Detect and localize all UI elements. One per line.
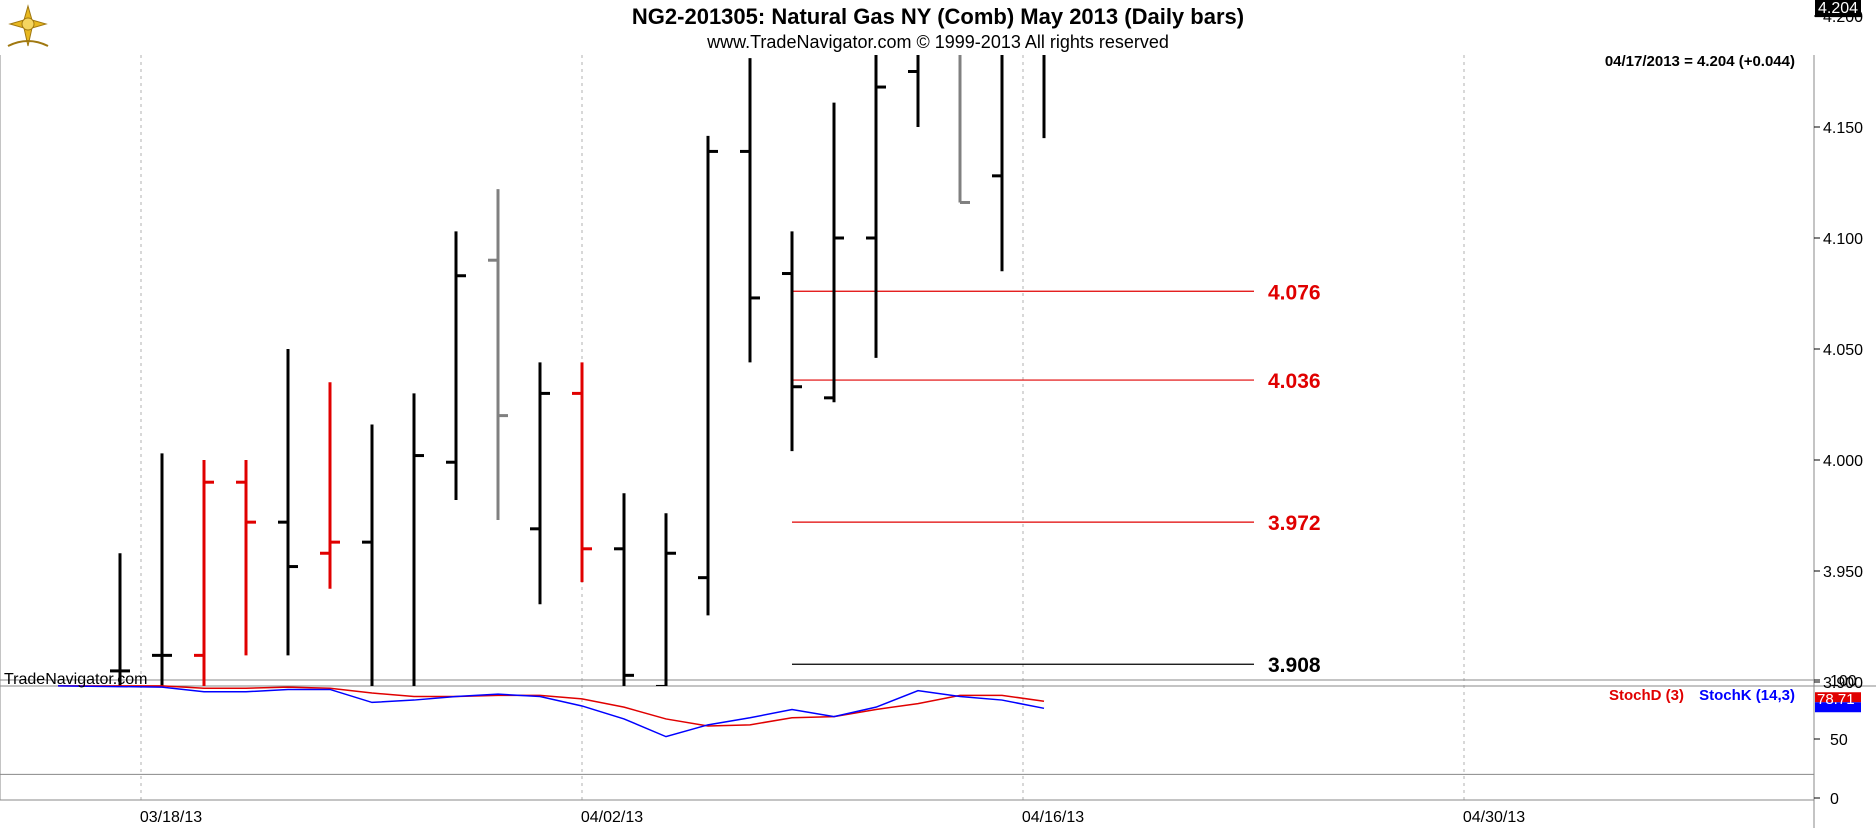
level-label: 3.908 — [1268, 654, 1321, 677]
last-price-info: 04/17/2013 = 4.204 (+0.044) — [1605, 53, 1795, 70]
last-price-box — [1815, 0, 1861, 18]
level-label: 3.972 — [1268, 512, 1321, 535]
stoch-tick-label: 100 — [1830, 673, 1857, 690]
legend-stoch-d: StochD (3) — [1609, 687, 1684, 704]
stoch-last-value-label: 78.71 — [1817, 691, 1855, 708]
ohlc-bar — [656, 513, 676, 686]
ohlc-bar — [320, 382, 340, 589]
stoch-tick-label: 0 — [1830, 791, 1839, 808]
ohlc-bar — [824, 102, 844, 403]
date-tick-label: 03/18/13 — [140, 809, 202, 826]
ohlc-bar — [992, 55, 1004, 272]
ohlc-bar — [110, 553, 130, 686]
date-tick-label: 04/02/13 — [581, 809, 643, 826]
ohlc-bar — [152, 453, 172, 686]
chart-title: NG2-201305: Natural Gas NY (Comb) May 20… — [631, 4, 1245, 29]
price-axis: 4.4504.4004.3504.3004.2504.2004.1504.100… — [1814, 0, 1863, 692]
ohlc-bar — [412, 393, 424, 686]
level-label: 4.076 — [1268, 281, 1321, 304]
stoch-tick-label: 50 — [1830, 732, 1848, 749]
stoch-d-last-box — [1815, 692, 1861, 703]
price-bars — [110, 55, 1046, 686]
last-price-label: 4.204 — [1818, 0, 1858, 17]
watermark: TradeNavigator.com — [4, 671, 147, 688]
chart-subtitle: www.TradeNavigator.com © 1999-2013 All r… — [707, 32, 1169, 52]
price-tick-label: 4.150 — [1823, 120, 1863, 137]
price-tick-label: 4.050 — [1823, 342, 1863, 359]
ohlc-bar — [236, 460, 256, 656]
stochastic-lines — [57, 685, 1045, 738]
price-tick-label: 4.100 — [1823, 231, 1863, 248]
legend-stoch-k: StochK (14,3) — [1699, 687, 1795, 704]
stoch-k-last-box — [1815, 702, 1861, 713]
stoch-d-line — [58, 685, 1045, 727]
trade-navigator-logo-icon — [2, 2, 54, 52]
price-tick-label: 3.900 — [1823, 675, 1863, 692]
ohlc-bar — [614, 493, 634, 686]
stoch-legend: StochD (3) StochK (14,3) — [1609, 687, 1795, 704]
price-tick-label: 3.950 — [1823, 564, 1863, 581]
date-tick-label: 04/16/13 — [1022, 809, 1084, 826]
ohlc-bar — [958, 55, 970, 204]
ohlc-bar — [194, 460, 214, 686]
stoch-axis: 100 50 0 78.71 — [1814, 673, 1861, 808]
panel-borders — [0, 55, 1876, 828]
ohlc-bar — [446, 231, 466, 500]
level-lines: 4.4424.4314.3714.3604.3094.2824.2674.237… — [792, 281, 1321, 677]
ohlc-bar — [782, 231, 802, 452]
level-label: 4.036 — [1268, 370, 1321, 393]
ohlc-bar — [908, 55, 920, 127]
ohlc-bar — [698, 135, 718, 616]
ohlc-bar — [866, 55, 886, 358]
ohlc-bar — [278, 349, 298, 656]
date-tick-label: 04/30/13 — [1463, 809, 1525, 826]
ohlc-bar — [1042, 55, 1046, 139]
ohlc-bar — [362, 424, 374, 686]
price-tick-label: 4.000 — [1823, 453, 1863, 470]
ohlc-bar — [572, 362, 592, 583]
stoch-k-line — [57, 685, 1045, 738]
ohlc-bar — [740, 58, 760, 363]
ohlc-bar — [488, 189, 508, 520]
date-axis: 03/18/13 04/02/13 04/16/13 04/30/13 — [140, 809, 1525, 826]
ohlc-bar — [530, 362, 550, 605]
